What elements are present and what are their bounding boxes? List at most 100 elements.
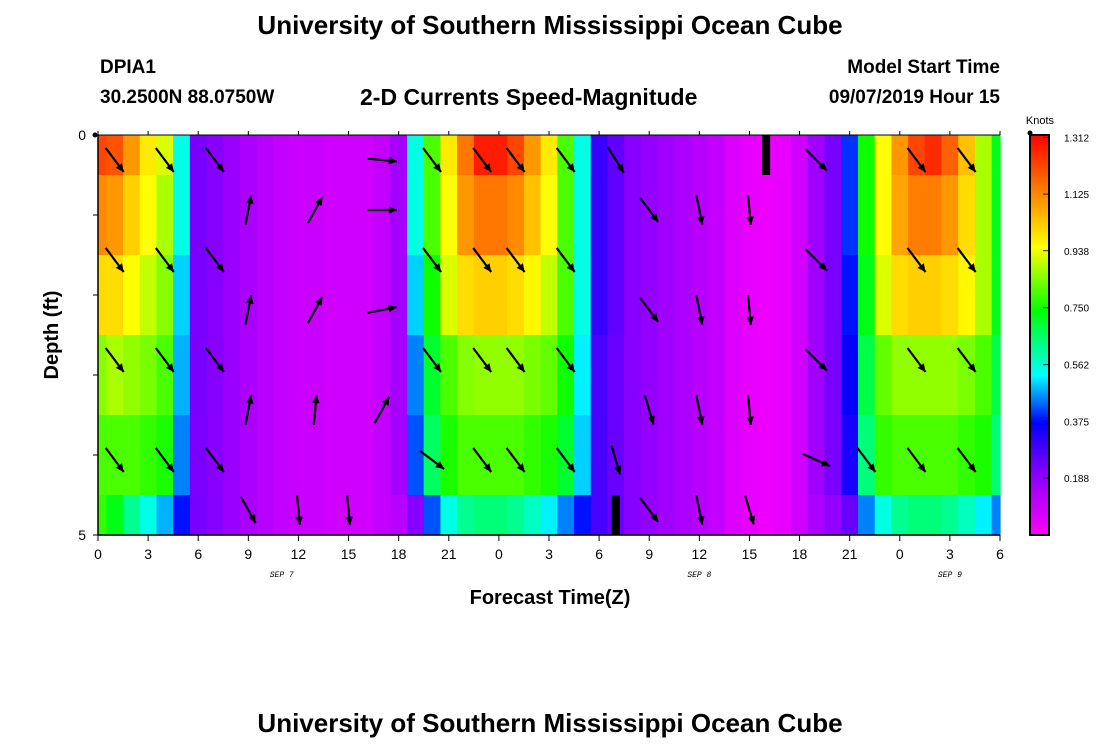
heatmap-cell [290, 135, 308, 176]
current-vector-arrow [643, 395, 655, 425]
heatmap-cell [473, 255, 492, 336]
x-tick-label: 9 [244, 546, 252, 562]
current-vector-arrow [472, 347, 493, 373]
current-vector-arrow [154, 447, 175, 473]
chart-axes: 0 3 6 9 12 15 18 21 0 3 6 9 12 15 18 21 0 3 6 SEP 7 SEP 8 SEP… [78, 127, 1004, 580]
heatmap-cell [390, 175, 408, 256]
heatmap-cell [791, 175, 809, 256]
heatmap-cell [991, 175, 1001, 256]
heatmap-cell [407, 255, 425, 336]
heatmap-cell [189, 335, 208, 416]
heatmap-cell [690, 335, 709, 416]
current-vector-arrow [639, 497, 660, 523]
heatmap-cell [807, 255, 826, 336]
heatmap-cell [841, 495, 859, 536]
heatmap-cell [306, 415, 325, 496]
heatmap-cell [607, 175, 625, 256]
heatmap-cell [206, 415, 224, 496]
heatmap-cell [908, 255, 926, 336]
heatmap-cell [407, 495, 425, 536]
heatmap-cell [306, 135, 325, 176]
heatmap-cell [874, 135, 893, 176]
heatmap-cell [323, 175, 341, 256]
heatmap-cell [991, 495, 1001, 536]
heatmap-cell [223, 175, 241, 256]
heatmap-cell [139, 415, 158, 496]
heatmap-cell [189, 175, 208, 256]
heatmap-cell [657, 335, 675, 416]
x-axis-label: Forecast Time(Z) [470, 587, 631, 609]
heatmap-cell [774, 255, 792, 336]
heatmap-cell [974, 335, 993, 416]
heatmap-cell [958, 255, 976, 336]
heatmap-cell [690, 135, 709, 176]
heatmap-cell [974, 495, 993, 536]
x-tick-label: 3 [545, 546, 553, 562]
x-tick-label: 18 [391, 546, 407, 562]
heatmap-cell [507, 255, 525, 336]
current-vector-arrow [695, 395, 705, 425]
heatmap-cell [490, 135, 508, 176]
y-tick-label: 0 [78, 127, 86, 143]
heatmap-cell [273, 415, 291, 496]
heatmap-cell [139, 175, 158, 256]
page-title: University of Southern Mississippi Ocean… [257, 10, 843, 40]
current-vector-arrow [154, 347, 175, 373]
heatmap-cell [323, 335, 341, 416]
current-vector-arrow [154, 247, 175, 273]
current-vector-arrow [205, 447, 225, 473]
heatmap-cell [924, 335, 943, 416]
heatmap-cell [540, 255, 558, 336]
heatmap-cell [390, 335, 408, 416]
heatmap-cell [273, 135, 291, 176]
current-vector-arrow [695, 195, 705, 225]
heatmap-cell [807, 335, 826, 416]
heatmap-cell [574, 175, 592, 256]
heatmap-cell [824, 175, 842, 256]
colorbar-tick-label: 0.188 [1064, 474, 1089, 485]
heatmap-cell [356, 415, 375, 496]
current-vector-arrow [366, 156, 398, 165]
heatmap-cell [507, 415, 525, 496]
current-vector-arrow [505, 147, 526, 173]
heatmap-cell [707, 495, 725, 536]
heatmap-cell [657, 495, 675, 536]
heatmap-cell [824, 495, 842, 536]
heatmap-cell [390, 415, 408, 496]
heatmap-cell [457, 135, 475, 176]
heatmap-cell [473, 175, 492, 256]
heatmap-cell [774, 495, 792, 536]
heatmap-cell [841, 335, 859, 416]
heatmap-cell [707, 175, 725, 256]
heatmap-cell [791, 135, 809, 176]
x-tick-label: 3 [144, 546, 152, 562]
heatmap-cell [674, 135, 692, 176]
x-tick-label: 21 [842, 546, 858, 562]
heatmap-cell [239, 175, 258, 256]
current-vector-arrow [154, 147, 175, 173]
current-vector-arrow [956, 147, 977, 173]
current-vector-arrow [104, 347, 125, 373]
current-vector-arrow [906, 347, 927, 373]
heatmap-cell [874, 495, 893, 536]
heatmap-cell [807, 175, 826, 256]
heatmap-cell [440, 415, 458, 496]
heatmap-cell [640, 255, 659, 336]
current-vector-arrow [746, 294, 754, 326]
heatmap-cell [557, 255, 575, 336]
heatmap-cell [908, 495, 926, 536]
heatmap-cell [407, 175, 425, 256]
current-vector-arrow [422, 347, 442, 373]
heatmap-cell [306, 335, 325, 416]
heatmap-cell [858, 335, 876, 416]
heatmap-cell [540, 415, 558, 496]
y-axis-label: Depth (ft) [41, 291, 63, 380]
current-vector-arrow [205, 147, 225, 173]
heatmap-cell [557, 495, 575, 536]
heatmap-cell [841, 255, 859, 336]
x-tick-label: 6 [595, 546, 603, 562]
current-vector-arrow [906, 447, 927, 473]
heatmap-cell [891, 135, 909, 176]
date-label: SEP 9 [938, 571, 962, 580]
